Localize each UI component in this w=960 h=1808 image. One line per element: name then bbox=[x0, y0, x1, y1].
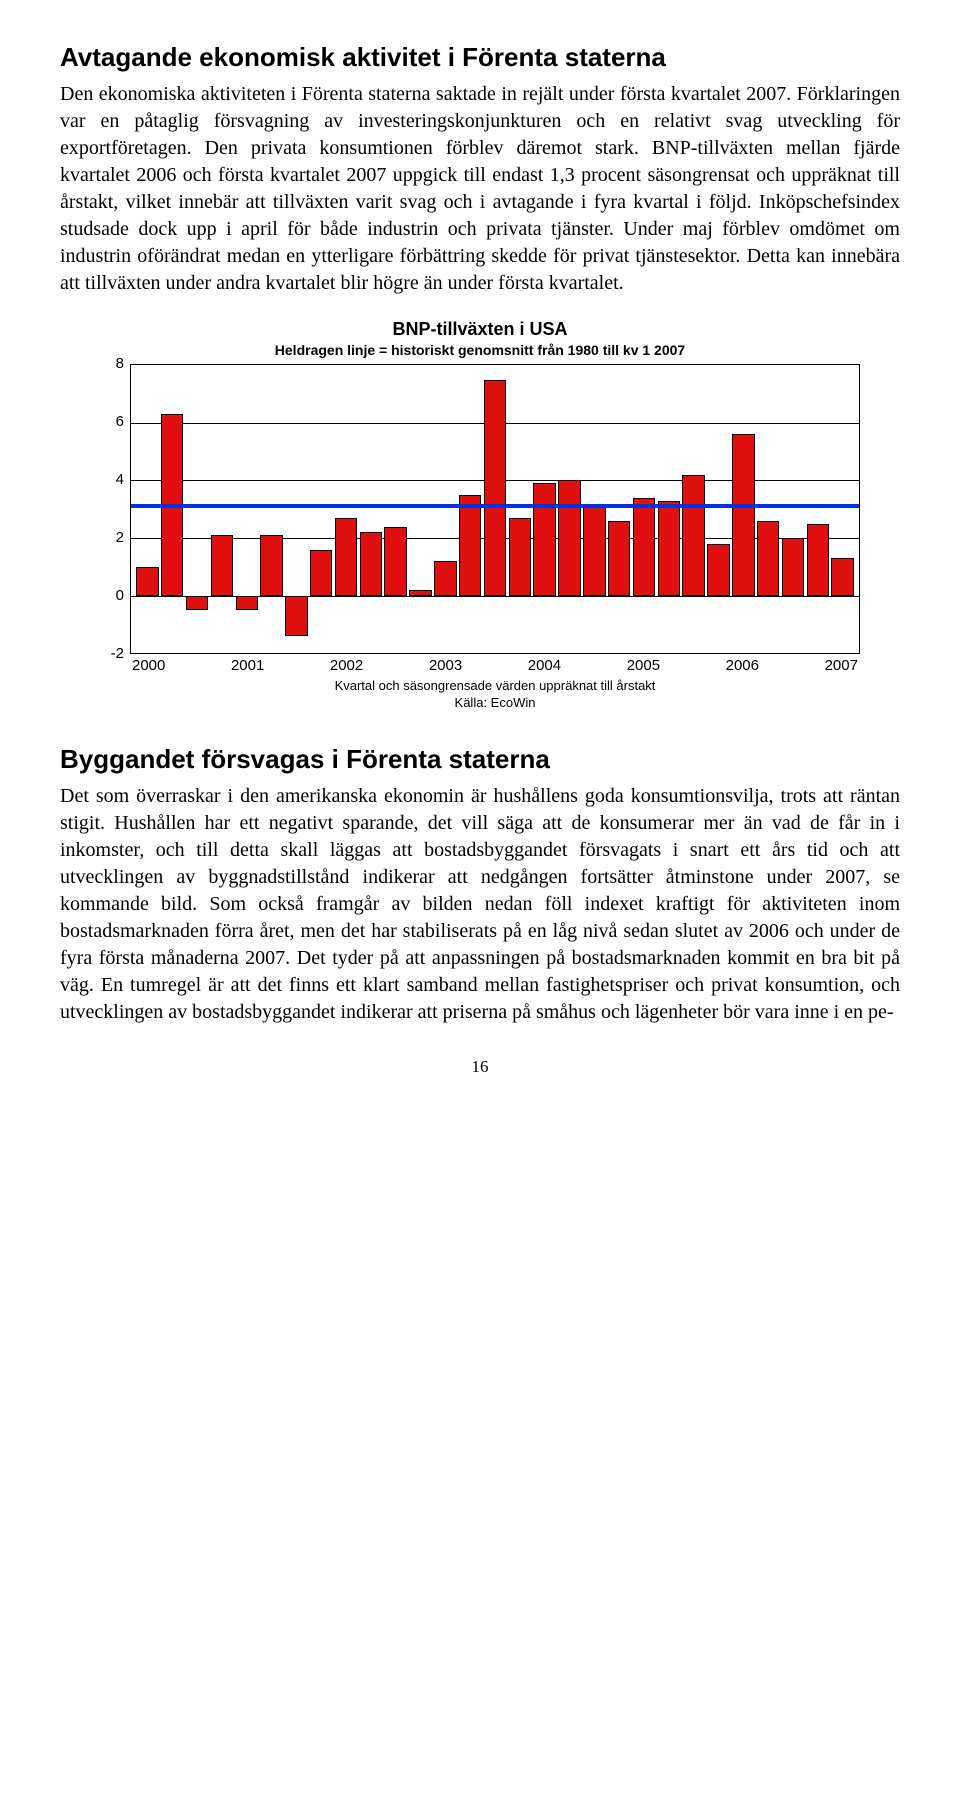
bar-slot bbox=[831, 365, 853, 653]
y-tick: -2 bbox=[111, 644, 124, 664]
bar-slot bbox=[434, 365, 456, 653]
chart-caption-2: Källa: EcoWin bbox=[130, 694, 860, 712]
bar bbox=[434, 561, 456, 596]
x-tick: 2006 bbox=[726, 656, 759, 676]
bar bbox=[608, 521, 630, 596]
bar bbox=[260, 535, 282, 595]
bar bbox=[335, 518, 357, 596]
bar bbox=[807, 524, 829, 596]
avg-line bbox=[131, 504, 859, 508]
bar bbox=[682, 475, 704, 596]
bar bbox=[211, 535, 233, 595]
bar bbox=[509, 518, 531, 596]
x-ticks: 2000 2001 2002 2003 2004 2005 2006 2007 bbox=[130, 656, 860, 676]
x-tick: 2000 bbox=[132, 656, 165, 676]
bar-slot bbox=[509, 365, 531, 653]
chart-caption-1: Kvartal och säsongrensade värden uppräkn… bbox=[130, 677, 860, 695]
bar-slot bbox=[484, 365, 506, 653]
bar bbox=[236, 596, 258, 610]
y-tick: 0 bbox=[116, 586, 124, 606]
bar bbox=[583, 506, 605, 595]
bar-slot bbox=[782, 365, 804, 653]
x-tick: 2002 bbox=[330, 656, 363, 676]
bar-slot bbox=[211, 365, 233, 653]
bar bbox=[558, 480, 580, 595]
bar-slot bbox=[807, 365, 829, 653]
bar-slot bbox=[285, 365, 307, 653]
plot-area bbox=[130, 364, 860, 654]
x-tick: 2007 bbox=[825, 656, 858, 676]
bar bbox=[384, 527, 406, 596]
bar bbox=[136, 567, 158, 596]
bar bbox=[782, 538, 804, 596]
y-tick: 8 bbox=[116, 354, 124, 374]
bar bbox=[757, 521, 779, 596]
bar bbox=[285, 596, 307, 636]
chart-title: BNP-tillväxten i USA bbox=[100, 317, 860, 341]
y-ticks: -202468 bbox=[100, 364, 130, 654]
section1-heading: Avtagande ekonomisk aktivitet i Förenta … bbox=[60, 40, 900, 75]
bnp-chart: BNP-tillväxten i USA Heldragen linje = h… bbox=[100, 317, 860, 712]
x-tick: 2001 bbox=[231, 656, 264, 676]
bar-slot bbox=[658, 365, 680, 653]
x-tick: 2004 bbox=[528, 656, 561, 676]
chart-area: Procent -202468 bbox=[100, 364, 860, 654]
bar bbox=[310, 550, 332, 596]
bar-slot bbox=[608, 365, 630, 653]
bar-slot bbox=[260, 365, 282, 653]
bar-slot bbox=[236, 365, 258, 653]
bar bbox=[409, 590, 431, 596]
section2-heading: Byggandet försvagas i Förenta staterna bbox=[60, 742, 900, 777]
bar-slot bbox=[409, 365, 431, 653]
section2-body: Det som överraskar i den amerikanska eko… bbox=[60, 783, 900, 1026]
bar-slot bbox=[682, 365, 704, 653]
bar bbox=[633, 498, 655, 596]
bar-slot bbox=[136, 365, 158, 653]
bar bbox=[707, 544, 729, 596]
bar-slot bbox=[533, 365, 555, 653]
x-tick: 2005 bbox=[627, 656, 660, 676]
bar-slot bbox=[558, 365, 580, 653]
bar-slot bbox=[360, 365, 382, 653]
bar-slot bbox=[161, 365, 183, 653]
bar-slot bbox=[757, 365, 779, 653]
y-tick: 2 bbox=[116, 528, 124, 548]
bar-slot bbox=[707, 365, 729, 653]
section1-body: Den ekonomiska aktiviteten i Förenta sta… bbox=[60, 81, 900, 297]
bar bbox=[732, 434, 754, 595]
bar bbox=[186, 596, 208, 610]
bar-slot bbox=[384, 365, 406, 653]
x-tick: 2003 bbox=[429, 656, 462, 676]
bar bbox=[831, 558, 853, 595]
bar bbox=[533, 483, 555, 595]
bar bbox=[484, 380, 506, 596]
bar-slot bbox=[732, 365, 754, 653]
bar-slot bbox=[335, 365, 357, 653]
bar-slot bbox=[186, 365, 208, 653]
bar bbox=[360, 532, 382, 595]
bar-slot bbox=[459, 365, 481, 653]
bar bbox=[658, 501, 680, 596]
bars-container bbox=[131, 365, 859, 653]
y-tick: 4 bbox=[116, 470, 124, 490]
bar-slot bbox=[310, 365, 332, 653]
bar bbox=[459, 495, 481, 596]
y-tick: 6 bbox=[116, 412, 124, 432]
bar-slot bbox=[583, 365, 605, 653]
page-number: 16 bbox=[60, 1056, 900, 1079]
chart-subtitle: Heldragen linje = historiskt genomsnitt … bbox=[100, 341, 860, 360]
bar-slot bbox=[633, 365, 655, 653]
